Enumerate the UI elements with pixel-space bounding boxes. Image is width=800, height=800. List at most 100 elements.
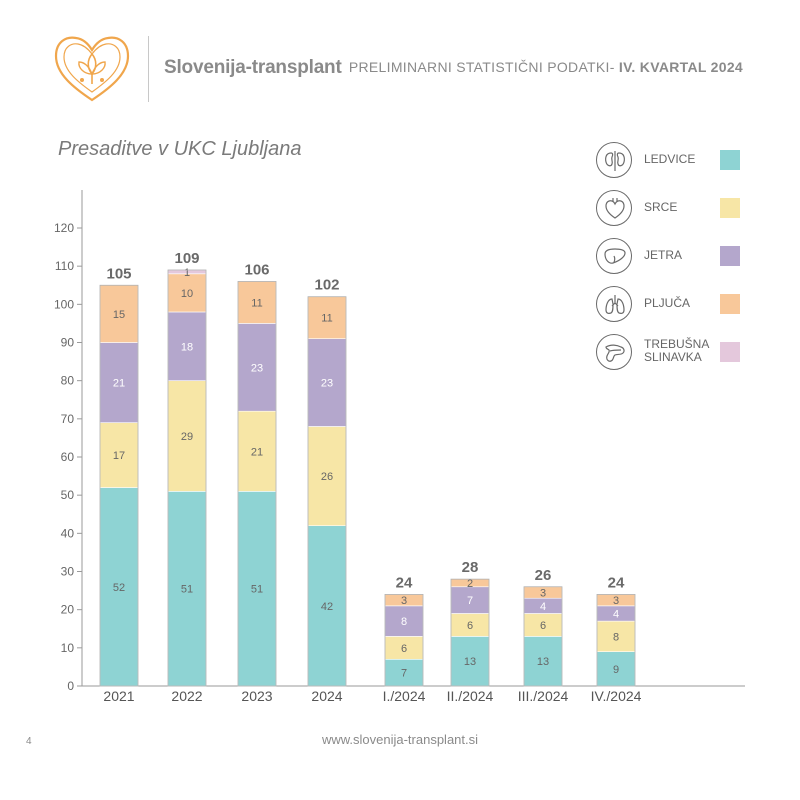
bar-value-label: 51 <box>251 584 263 596</box>
y-tick-label: 50 <box>61 488 75 502</box>
bar-total-label: 24 <box>396 574 413 591</box>
bar-value-label: 4 <box>540 601 546 613</box>
bar-outline <box>450 578 490 687</box>
bar-segment <box>99 284 139 343</box>
y-tick-label: 0 <box>67 679 74 693</box>
bar-value-label: 3 <box>401 595 407 607</box>
bar-value-label: 6 <box>401 643 407 655</box>
y-tick-label: 30 <box>61 565 75 579</box>
bar-value-label: 7 <box>467 595 473 607</box>
bar-segment <box>237 281 277 324</box>
bar-value-label: 51 <box>181 584 193 596</box>
header-divider <box>148 36 149 102</box>
chart-legend: LEDVICE SRCE JETRA PLJUČA TREBUŠNA SLINAVKA <box>596 140 756 380</box>
bar-value-label: 10 <box>181 288 193 300</box>
x-tick-label: III./2024 <box>518 688 569 704</box>
bar-total-label: 26 <box>535 567 552 584</box>
y-tick-label: 120 <box>54 221 74 235</box>
report-title: PRELIMINARNI STATISTIČNI PODATKI- IV. KV… <box>349 59 743 75</box>
bar-value-label: 21 <box>251 446 263 458</box>
legend-swatch <box>720 246 740 266</box>
heart-icon <box>596 190 632 226</box>
org-name: Slovenija-transplant <box>164 57 342 78</box>
bar-value-label: 3 <box>540 587 546 599</box>
y-tick-label: 60 <box>61 450 75 464</box>
bar-segment <box>307 296 347 339</box>
bar-value-label: 8 <box>401 616 407 628</box>
legend-swatch <box>720 150 740 170</box>
bar-value-label: 42 <box>321 601 333 613</box>
legend-label-line: TREBUŠNA <box>644 337 710 351</box>
bar-segment <box>99 342 139 423</box>
bar-segment <box>99 487 139 687</box>
bar-total-label: 109 <box>174 250 199 267</box>
bar-value-label: 23 <box>321 378 333 390</box>
x-tick-label: 2021 <box>103 688 134 704</box>
bar-total-label: 24 <box>608 574 625 591</box>
bar-outline <box>596 594 636 687</box>
bar-value-label: 1 <box>184 267 190 279</box>
y-tick-label: 90 <box>61 336 75 350</box>
legend-label-line: SRCE <box>644 200 678 214</box>
legend-swatch <box>720 342 740 362</box>
x-tick-label: I./2024 <box>383 688 426 704</box>
legend-label: SRCE <box>644 201 714 214</box>
bar-value-label: 13 <box>537 656 549 668</box>
bar-value-label: 17 <box>113 450 125 462</box>
legend-label: JETRA <box>644 249 714 262</box>
bar-outline <box>384 594 424 687</box>
bar-outline <box>523 586 563 687</box>
lungs-icon <box>596 286 632 322</box>
bar-value-label: 13 <box>464 656 476 668</box>
y-tick-label: 110 <box>55 259 74 273</box>
legend-item: PLJUČA <box>596 284 756 328</box>
bar-total-label: 28 <box>462 559 479 576</box>
bar-value-label: 3 <box>613 595 619 607</box>
x-tick-label: 2024 <box>311 688 342 704</box>
legend-item: TREBUŠNA SLINAVKA <box>596 332 756 376</box>
bar-segment <box>596 651 636 687</box>
bar-total-label: 102 <box>314 277 339 294</box>
y-tick-label: 20 <box>61 603 75 617</box>
bar-segment <box>237 323 277 412</box>
legend-item: SRCE <box>596 188 756 232</box>
legend-label-line: LEDVICE <box>644 152 696 166</box>
y-tick-label: 10 <box>61 641 75 655</box>
legend-label-line: PLJUČA <box>644 296 691 310</box>
bar-value-label: 8 <box>613 631 619 643</box>
legend-label: LEDVICE <box>644 153 714 166</box>
report-title-prefix: PRELIMINARNI STATISTIČNI PODATKI- <box>348 59 615 75</box>
bar-segment <box>167 311 207 381</box>
y-tick-label: 80 <box>61 374 75 388</box>
x-tick-label: 2022 <box>171 688 202 704</box>
x-tick-label: IV./2024 <box>591 688 642 704</box>
bar-segment <box>167 380 207 492</box>
bar-outline <box>99 284 139 687</box>
bar-value-label: 21 <box>113 378 125 390</box>
bar-outline <box>167 269 207 687</box>
bar-value-label: 11 <box>251 297 262 309</box>
bar-value-label: 7 <box>401 668 407 680</box>
bar-value-label: 2 <box>467 578 473 590</box>
bar-value-label: 6 <box>540 620 546 632</box>
chart-title: Presaditve v UKC Ljubljana <box>58 138 302 160</box>
report-title-quarter: IV. KVARTAL 2024 <box>618 59 743 75</box>
x-tick-label: 2023 <box>241 688 272 704</box>
bar-segment <box>450 636 490 687</box>
bar-outline <box>237 281 277 687</box>
page-number: 4 <box>26 736 32 747</box>
legend-label-line: SLINAVKA <box>644 350 702 364</box>
bar-segment <box>307 525 347 687</box>
bar-value-label: 4 <box>613 608 619 620</box>
bar-value-label: 6 <box>467 620 473 632</box>
pancreas-icon <box>596 334 632 370</box>
bar-segment <box>237 410 277 492</box>
kidney-icon <box>596 142 632 178</box>
bar-value-label: 29 <box>181 431 193 443</box>
bar-value-label: 15 <box>113 309 125 321</box>
bar-total-label: 105 <box>106 265 131 282</box>
bar-segment <box>167 491 207 687</box>
bar-outline <box>307 296 347 687</box>
slovenija-transplant-logo <box>54 36 130 102</box>
